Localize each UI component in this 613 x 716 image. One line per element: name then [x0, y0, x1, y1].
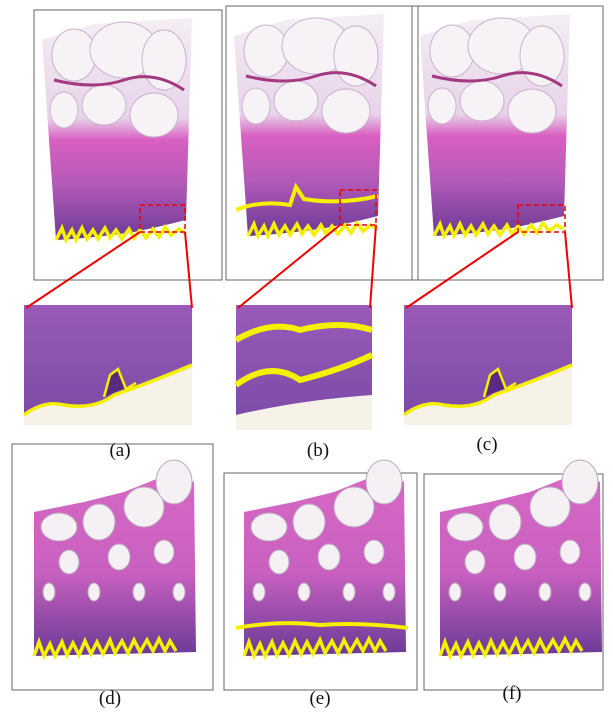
panel-f-image — [423, 459, 604, 691]
panel-c-image — [402, 5, 604, 427]
panel-label: (f) — [503, 683, 522, 704]
panel-label: (b) — [307, 440, 329, 461]
panel-d-image — [11, 443, 214, 691]
panel-label: (e) — [309, 688, 330, 709]
panel-e-image — [223, 459, 418, 691]
panel-b-image — [225, 5, 419, 430]
panel-a-image — [22, 9, 223, 427]
panel-label: (a) — [109, 440, 130, 461]
panel-label: (d) — [99, 688, 121, 709]
panel-label: (c) — [476, 434, 497, 455]
